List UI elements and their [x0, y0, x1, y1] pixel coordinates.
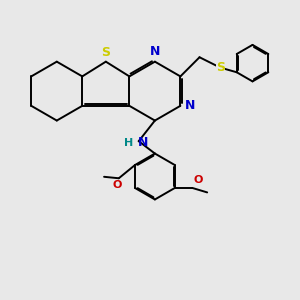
Text: N: N	[138, 136, 148, 149]
Text: N: N	[150, 45, 160, 58]
Text: H: H	[124, 138, 134, 148]
Text: S: S	[216, 61, 225, 74]
Text: O: O	[112, 180, 122, 190]
Text: N: N	[185, 99, 195, 112]
Text: O: O	[194, 175, 203, 185]
Text: S: S	[101, 46, 110, 59]
